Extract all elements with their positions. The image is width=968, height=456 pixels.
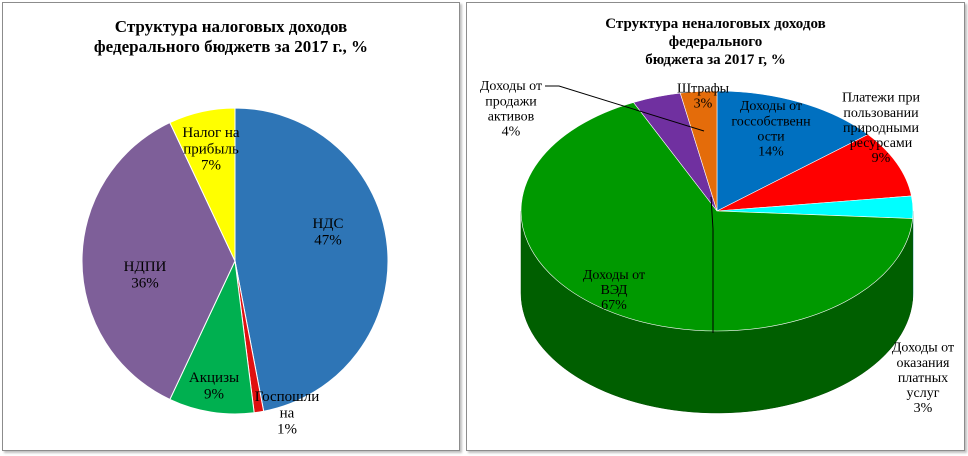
slice-label-line: активов bbox=[488, 109, 535, 124]
slice-label-line: НДПИ bbox=[124, 259, 167, 275]
pie-slice bbox=[81, 121, 236, 401]
nontax-pie-plot: Доходы от госсобственн ости 14%Платежи при п… bbox=[480, 79, 954, 416]
chart-title-line-2: федерального бюджетв за 2017 г., % bbox=[93, 37, 369, 56]
slice-label-line: 1% bbox=[277, 421, 297, 437]
pie-slice bbox=[169, 259, 255, 415]
slice-label: НДПИ 36% bbox=[124, 259, 167, 291]
pie-slice bbox=[169, 107, 236, 262]
nontax-revenue-pie-chart: Структура неналоговых доходов федерально… bbox=[466, 2, 965, 451]
slice-label-line: пользовании bbox=[843, 106, 919, 121]
slice-label-line: услуг bbox=[907, 386, 940, 401]
pie-slice bbox=[234, 107, 389, 412]
slice-label-line: Налог на bbox=[182, 125, 240, 141]
slice-label: Госпошли на 1% bbox=[255, 389, 319, 437]
slice-label-line: госсобственн bbox=[731, 114, 811, 129]
slice-label: Доходы от госсобственн ости 14% bbox=[731, 99, 811, 159]
tax-revenue-pie-chart: Структура налоговых доходов федерального… bbox=[2, 2, 460, 451]
slice-label-line: Акцизы bbox=[189, 370, 239, 386]
slice-label-line: продажи bbox=[485, 94, 537, 109]
slice-label-line: природными bbox=[843, 121, 919, 136]
pie-slice bbox=[679, 90, 718, 212]
slice-label-line: Доходы от bbox=[583, 268, 645, 283]
pie-slice bbox=[716, 134, 912, 212]
slice-label: Доходы от оказания платных услуг 3% bbox=[892, 341, 954, 416]
chart-title-line-2: бюджета за 2017 г, % bbox=[645, 52, 786, 68]
slice-label-line: платных bbox=[898, 371, 948, 386]
slice-label: Налог на прибыль 7% bbox=[182, 125, 240, 173]
slice-label: Доходы от продажи активов 4% bbox=[480, 79, 542, 139]
slice-label-line: 7% bbox=[201, 157, 221, 173]
slice-label-line: 9% bbox=[872, 151, 891, 166]
slice-label-line: 14% bbox=[758, 145, 784, 160]
slice-label: НДС 47% bbox=[312, 216, 343, 248]
slice-label-line: Штрафы bbox=[677, 81, 730, 96]
slice-label-line: НДС bbox=[312, 216, 343, 232]
slice-label-line: 4% bbox=[502, 125, 521, 140]
slice-label-line: ресурсами bbox=[850, 136, 913, 151]
slice-label-line: Доходы от bbox=[892, 341, 954, 356]
slice-label-line: Доходы от bbox=[740, 99, 802, 114]
pie-slice bbox=[716, 90, 869, 212]
slice-label-line: 3% bbox=[694, 96, 713, 111]
slice-label-line: Госпошли bbox=[255, 389, 319, 405]
slice-label-line: 3% bbox=[914, 401, 933, 416]
chart-title-line-1: Структура налоговых доходов bbox=[114, 17, 348, 36]
slice-label-line: ВЭД bbox=[601, 283, 628, 298]
slice-label-line: 47% bbox=[314, 232, 342, 248]
slice-label: Доходы от ВЭД 67% bbox=[583, 268, 645, 313]
slice-label-line: Платежи при bbox=[842, 91, 920, 106]
slice-label-line: 9% bbox=[204, 386, 224, 402]
leader-line bbox=[710, 196, 714, 333]
slice-label-line: 36% bbox=[131, 275, 159, 291]
chart-title: Структура неналоговых доходов федерально… bbox=[467, 15, 964, 69]
chart-title: Структура налоговых доходов федерального… bbox=[3, 17, 459, 57]
slice-label-line: оказания bbox=[897, 356, 951, 371]
slice-label-line: на bbox=[280, 405, 295, 421]
chart-title-line-1: Структура неналоговых доходов федерально… bbox=[605, 16, 826, 50]
slice-label: Штрафы 3% bbox=[677, 81, 730, 111]
slice-label-line: Доходы от bbox=[480, 79, 542, 94]
slice-label-line: 67% bbox=[601, 298, 627, 313]
leader-line bbox=[545, 85, 705, 132]
slice-label: Платежи при пользовании природными ресурсам… bbox=[842, 91, 920, 166]
slice-label: Акцизы 9% bbox=[189, 370, 239, 402]
pie-slice bbox=[520, 102, 913, 332]
tax-pie-plot: НДС 47% Госпошли на 1% Акцизы 9% НДПИ 36% Налог н… bbox=[81, 107, 389, 437]
slice-label-line: ости bbox=[757, 129, 785, 144]
slice-label-line: прибыль bbox=[183, 141, 239, 157]
